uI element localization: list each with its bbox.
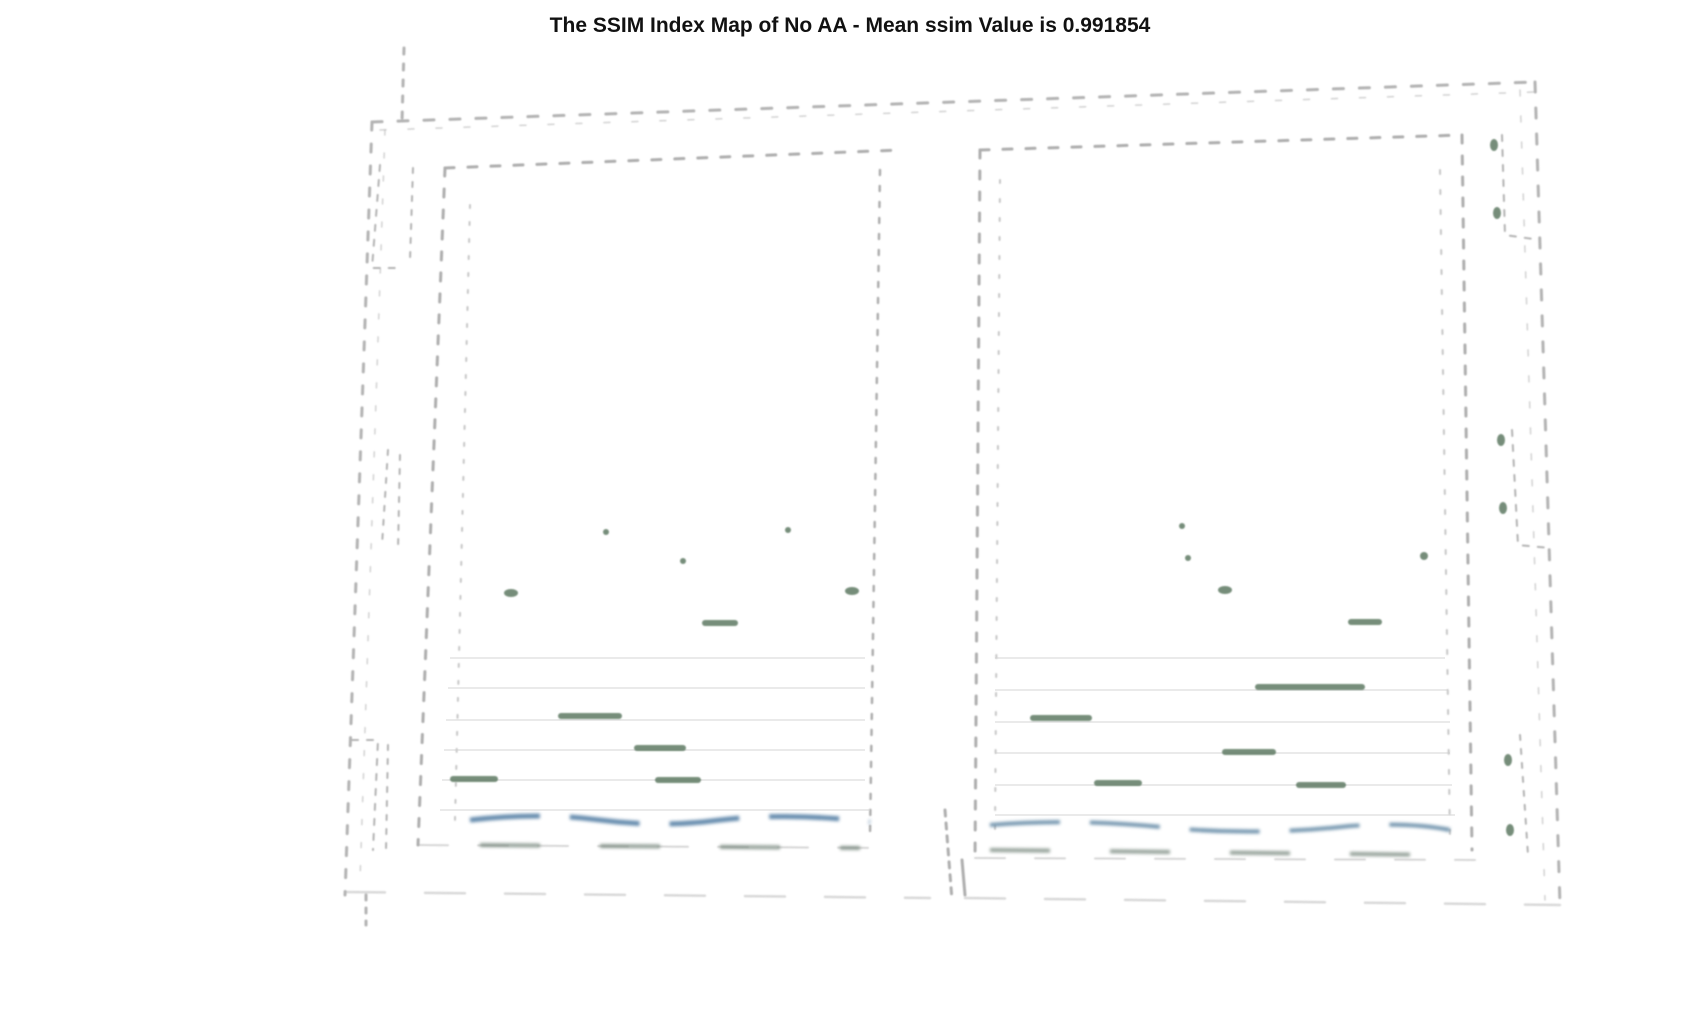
right-door-edges (943, 133, 1476, 902)
outer-frame-edges (343, 46, 1562, 927)
figure-title: The SSIM Index Map of No AA - Mean ssim … (549, 14, 1151, 37)
green-artifacts (450, 139, 1514, 836)
bottom-edge-artifacts (469, 813, 1451, 857)
shelf-lines (440, 657, 1455, 816)
left-door-edges (416, 148, 902, 849)
